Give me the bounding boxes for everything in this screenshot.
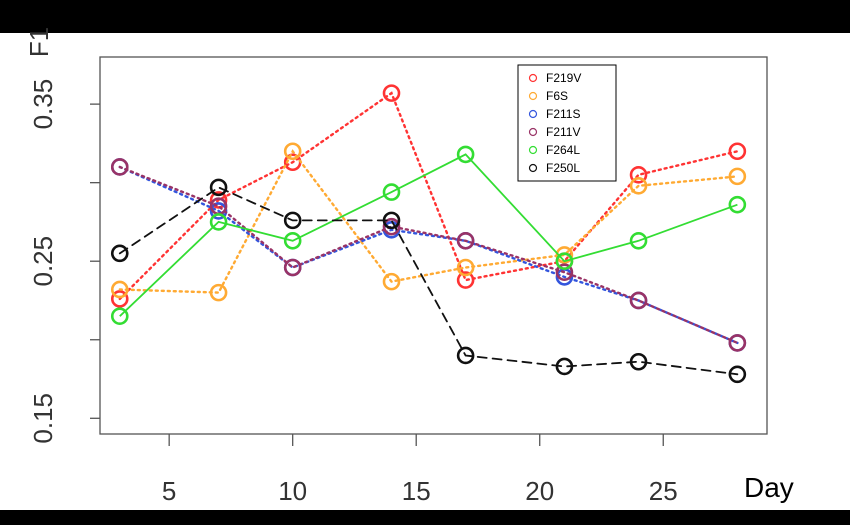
- series-line: [118, 165, 739, 345]
- data-point: [555, 246, 574, 264]
- data-point: [728, 142, 747, 161]
- legend-marker: [528, 163, 538, 173]
- data-point: [382, 84, 401, 102]
- data-point: [209, 283, 228, 302]
- data-point: [110, 280, 129, 299]
- data-point: [209, 191, 228, 209]
- x-tick-label: 15: [402, 476, 431, 506]
- data-point: [283, 231, 302, 250]
- legend-label: F219V: [546, 71, 581, 85]
- data-point: [629, 231, 648, 250]
- data-point: [728, 365, 747, 384]
- data-point: [110, 307, 129, 325]
- data-point: [209, 213, 228, 231]
- x-axis: 5 10 15 20 25: [162, 434, 678, 506]
- x-tick-label: 5: [162, 476, 176, 506]
- x-tick-label: 25: [649, 476, 678, 506]
- data-point: [555, 263, 574, 282]
- white-canvas: [0, 33, 850, 510]
- legend-label: F211S: [546, 107, 580, 121]
- series-line: [118, 186, 739, 376]
- legend-box: [517, 64, 617, 182]
- series-f6s: [110, 142, 747, 302]
- series-line: [119, 153, 738, 317]
- y-tick-label: 0.15: [28, 393, 58, 444]
- legend-label: F211V: [546, 125, 580, 139]
- legend-marker: [528, 109, 538, 119]
- data-point: [456, 346, 475, 365]
- data-point: [555, 357, 574, 376]
- data-point: [456, 271, 475, 289]
- legend-label: F6S: [546, 89, 568, 103]
- data-point: [382, 217, 401, 236]
- legend-marker: [528, 145, 538, 155]
- y-axis: 0.15 0.25 0.35: [28, 79, 100, 444]
- legend-marker: [528, 73, 538, 83]
- data-point: [110, 158, 129, 176]
- bottom-black-band: [0, 510, 850, 525]
- data-point: [728, 167, 747, 186]
- y-axis-label: F1: [24, 27, 54, 57]
- data-point: [209, 178, 228, 197]
- legend-label: F250L: [546, 161, 580, 175]
- data-point: [110, 244, 129, 263]
- y-tick-label: 0.35: [28, 79, 58, 130]
- series-f264l: [110, 145, 747, 325]
- x-axis-label: Day: [744, 472, 794, 503]
- x-tick-label: 10: [278, 476, 307, 506]
- data-point: [728, 195, 747, 214]
- legend-items: F219V F6S F211S F211V F264L F250L: [528, 71, 581, 175]
- series-f250l: [110, 178, 747, 384]
- series-line: [118, 91, 739, 301]
- data-point: [382, 211, 401, 230]
- data-point: [283, 211, 302, 230]
- plot-box: [99, 56, 768, 435]
- legend-marker: [528, 91, 538, 101]
- data-point: [629, 166, 648, 184]
- data-point: [629, 177, 648, 195]
- series-layer: [110, 84, 747, 384]
- legend-label: F264L: [546, 143, 580, 157]
- data-point: [456, 231, 475, 250]
- data-point: [555, 252, 574, 271]
- data-point: [283, 258, 302, 277]
- series-line: [118, 149, 739, 294]
- data-point: [382, 272, 401, 291]
- data-point: [283, 142, 302, 161]
- data-point: [456, 145, 475, 164]
- data-point: [456, 258, 475, 277]
- y-tick-label: 0.25: [28, 236, 58, 287]
- x-tick-label: 20: [525, 476, 554, 506]
- top-black-band: [0, 0, 850, 33]
- data-point: [629, 352, 648, 371]
- data-point: [728, 334, 747, 352]
- data-point: [629, 291, 648, 310]
- legend: F219V F6S F211S F211V F264L F250L: [517, 64, 617, 182]
- legend-marker: [528, 127, 538, 137]
- data-point: [382, 183, 401, 201]
- data-point: [110, 290, 129, 308]
